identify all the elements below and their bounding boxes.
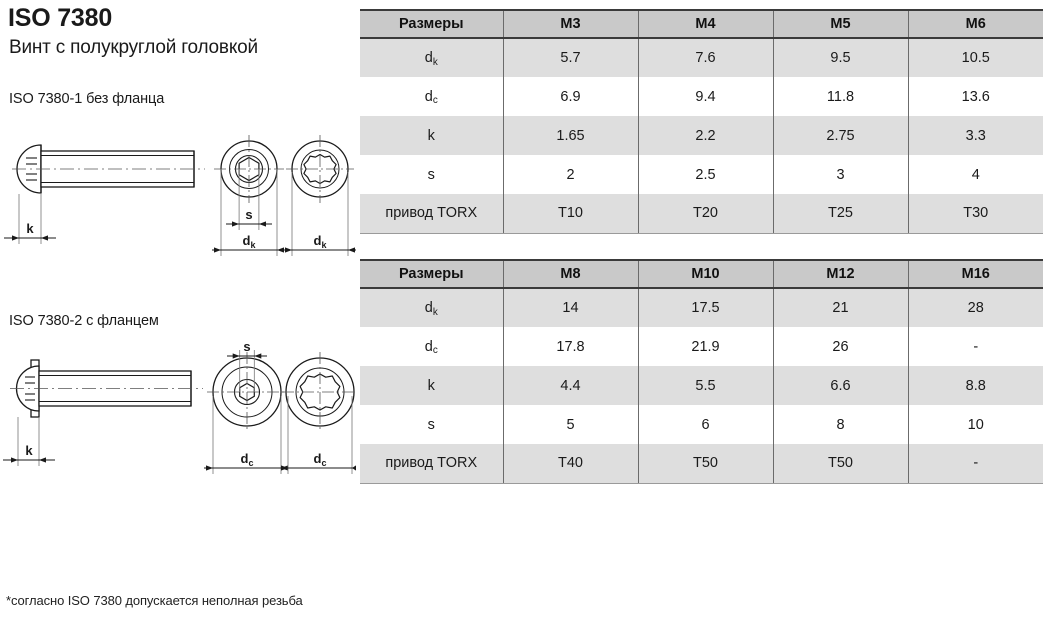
table-header-cell: M5	[772, 9, 908, 39]
table-row: привод TORX T40 T50 T50-	[360, 444, 1043, 484]
table-row: dk 14 17.5 21 28	[360, 288, 1043, 327]
row-label-cell: s	[360, 405, 503, 444]
table-cell: 6	[637, 405, 773, 444]
svg-text:dk: dk	[243, 233, 257, 250]
table-row: dc 17.8 21.9 26-	[360, 327, 1043, 366]
row-label-cell: dc	[360, 327, 503, 366]
table-header-cell: M8	[502, 259, 638, 289]
table-cell: 3	[772, 155, 908, 194]
table-row: s 2 2.5 3 4	[360, 155, 1043, 194]
drawing-iso-7380-2-with-flange: k s dc dc	[0, 338, 356, 483]
table-row: k 4.4 5.5 6.6 8.8	[360, 366, 1043, 405]
table-body: dk 14 17.5 21 28 dc 17.8 21.9 26- k 4.4 5.5 6.6 8.8 s 5…	[360, 288, 1043, 484]
table-header-cell: M4	[637, 9, 773, 39]
svg-text:k: k	[26, 221, 34, 236]
table-cell: 17.5	[637, 288, 773, 327]
table-header-cell: Размеры	[360, 9, 503, 39]
table-cell: T30	[907, 194, 1043, 234]
table-cell: 10.5	[907, 38, 1043, 77]
table-cell: 8.8	[907, 366, 1043, 405]
footnote: *согласно ISO 7380 допускается неполная …	[6, 593, 303, 608]
table-cell: T40	[502, 444, 638, 484]
table-cell: -	[907, 444, 1043, 484]
table-cell: 6.6	[772, 366, 908, 405]
table-cell: 2.5	[637, 155, 773, 194]
table-cell: 21	[772, 288, 908, 327]
table-cell: 26	[772, 327, 908, 366]
table-cell: 1.65	[502, 116, 638, 155]
table-cell: 8	[772, 405, 908, 444]
table-cell: 2.75	[772, 116, 908, 155]
table-cell: -	[907, 327, 1043, 366]
table-row: s 5 6 8 10	[360, 405, 1043, 444]
svg-text:dc: dc	[314, 451, 327, 468]
table-cell: 4	[907, 155, 1043, 194]
table-row: привод TORX T10 T20 T25 T30	[360, 194, 1043, 234]
table-cell: 3.3	[907, 116, 1043, 155]
table-cell: 28	[907, 288, 1043, 327]
variant-1-heading: ISO 7380-1 без фланца	[9, 91, 165, 107]
table-row: dk 5.7 7.6 9.5 10.5	[360, 38, 1043, 77]
table-header-cell: M12	[772, 259, 908, 289]
drawing-iso-7380-1-no-flange: k s dk dk	[0, 132, 356, 262]
table-header-cell: M6	[907, 9, 1043, 39]
table-header-cell: Размеры	[360, 259, 503, 289]
row-label-cell: s	[360, 155, 503, 194]
row-label-cell: k	[360, 116, 503, 155]
row-label-cell: dk	[360, 288, 503, 327]
svg-text:dc: dc	[241, 451, 254, 468]
spec-table-m3-m6: Размеры M3 M4 M5 M6 dk 5.7 7.6 9.5 10.5 dc 6.9…	[360, 9, 1043, 234]
left-panel: ISO 7380 Винт с полукруглой головкой ISO…	[0, 0, 356, 624]
table-cell: 9.4	[637, 77, 773, 116]
table-cell: T10	[502, 194, 638, 234]
table-cell: 11.8	[772, 77, 908, 116]
table-cell: T20	[637, 194, 773, 234]
row-label-cell: dk	[360, 38, 503, 77]
spec-table-m8-m16: Размеры M8 M10 M12 M16 dk 14 17.5 21 28 dc 17.…	[360, 259, 1043, 484]
table-header-cell: M10	[637, 259, 773, 289]
variant-2-heading: ISO 7380-2 с фланцем	[9, 313, 159, 329]
table-cell: 14	[502, 288, 638, 327]
table-cell: 5	[502, 405, 638, 444]
table-cell: 2.2	[637, 116, 773, 155]
table-row: k 1.65 2.2 2.75 3.3	[360, 116, 1043, 155]
table-cell: 7.6	[637, 38, 773, 77]
row-label-cell: привод TORX	[360, 194, 503, 234]
svg-text:dk: dk	[314, 233, 328, 250]
table-body: dk 5.7 7.6 9.5 10.5 dc 6.9 9.4 11.8 13.6 k 1.65 2.2 2…	[360, 38, 1043, 234]
svg-text:s: s	[243, 339, 250, 354]
table-header-cell: M3	[502, 9, 638, 39]
page-subtitle: Винт с полукруглой головкой	[9, 37, 258, 58]
table-cell: 9.5	[772, 38, 908, 77]
table-cell: 5.5	[637, 366, 773, 405]
page-title: ISO 7380	[8, 4, 113, 32]
table-row: dc 6.9 9.4 11.8 13.6	[360, 77, 1043, 116]
table-header-row: Размеры M8 M10 M12 M16	[360, 259, 1043, 289]
row-label-cell: dc	[360, 77, 503, 116]
table-cell: 21.9	[637, 327, 773, 366]
table-cell: T50	[637, 444, 773, 484]
table-cell: 2	[502, 155, 638, 194]
row-label-cell: k	[360, 366, 503, 405]
table-header-cell: M16	[907, 259, 1043, 289]
svg-text:k: k	[25, 443, 33, 458]
row-label-cell: привод TORX	[360, 444, 503, 484]
table-cell: T50	[772, 444, 908, 484]
table-cell: T25	[772, 194, 908, 234]
svg-text:s: s	[245, 207, 252, 222]
table-cell: 4.4	[502, 366, 638, 405]
table-header-row: Размеры M3 M4 M5 M6	[360, 9, 1043, 39]
table-cell: 13.6	[907, 77, 1043, 116]
table-cell: 17.8	[502, 327, 638, 366]
table-cell: 6.9	[502, 77, 638, 116]
table-cell: 10	[907, 405, 1043, 444]
table-cell: 5.7	[502, 38, 638, 77]
